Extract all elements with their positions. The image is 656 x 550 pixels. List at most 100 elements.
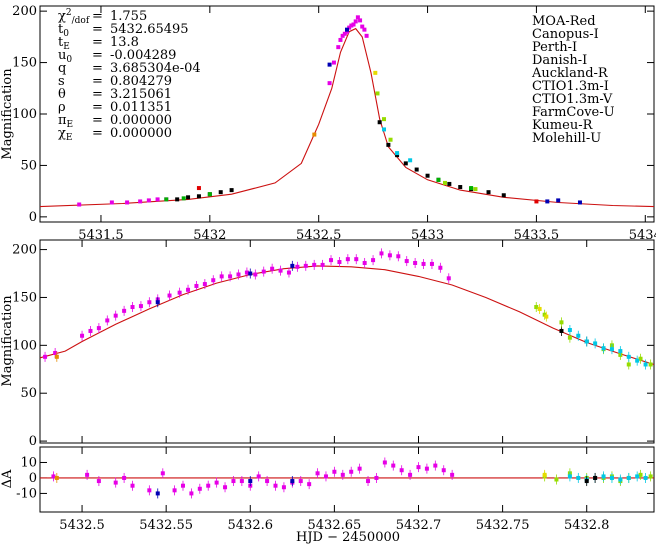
- data-point: [618, 477, 623, 482]
- data-point: [424, 466, 429, 471]
- data-point: [239, 479, 244, 484]
- x-tick-label: 5432.8: [564, 518, 610, 533]
- data-point: [387, 253, 392, 258]
- fit-parameter: ρ: [58, 100, 66, 115]
- data-point: [473, 187, 478, 192]
- data-point: [138, 199, 143, 204]
- data-point: [442, 180, 447, 185]
- middle-panel: Magnification 0 50 100 150 200: [0, 239, 655, 449]
- y-tick-label: 0: [29, 471, 37, 486]
- data-point: [219, 274, 224, 279]
- data-point: [648, 474, 653, 479]
- data-point: [105, 318, 110, 323]
- x-tick-label: 5432.6: [228, 518, 274, 533]
- data-point: [96, 326, 101, 331]
- data-point: [408, 158, 413, 163]
- data-point: [537, 306, 542, 311]
- fit-parameter: t0: [58, 22, 69, 39]
- legend-entry: Canopus-I: [532, 27, 599, 42]
- data-point: [534, 305, 539, 310]
- data-point: [53, 350, 58, 355]
- data-point: [554, 477, 559, 482]
- fit-parameter-value: 1.755: [110, 9, 147, 24]
- y-tick-label: 10: [20, 455, 37, 470]
- y-tick-label: 150: [12, 290, 37, 305]
- legend-entry: MOA-Red: [532, 14, 596, 29]
- data-point: [559, 328, 564, 333]
- data-point: [577, 200, 582, 205]
- x-tick-label: 5432.5: [59, 518, 105, 533]
- data-point: [395, 151, 400, 156]
- data-point: [312, 262, 317, 267]
- data-point: [391, 463, 396, 468]
- data-point: [357, 466, 362, 471]
- x-tick-label: 5432.5: [296, 228, 342, 243]
- data-point: [643, 475, 648, 480]
- data-point: [396, 254, 401, 259]
- plot-frame: [39, 446, 655, 513]
- data-point: [286, 270, 291, 275]
- y-tick-label: 200: [12, 243, 37, 258]
- data-point: [340, 472, 345, 477]
- fit-parameter-equals: =: [92, 22, 103, 37]
- data-point: [567, 335, 572, 340]
- data-point: [593, 475, 598, 480]
- data-point: [567, 328, 572, 333]
- fit-parameter: χ2/dof: [58, 8, 90, 26]
- data-point: [261, 269, 266, 274]
- data-point: [364, 33, 369, 38]
- data-point: [172, 488, 177, 493]
- y-tick-label: 150: [12, 56, 37, 71]
- data-point: [295, 264, 300, 269]
- data-point: [347, 25, 352, 30]
- data-point: [315, 471, 320, 476]
- fit-parameter-equals: =: [92, 74, 103, 89]
- fit-parameter-value: 5432.65495: [110, 22, 189, 37]
- data-point: [438, 265, 443, 270]
- data-point: [379, 251, 384, 256]
- data-point: [229, 188, 234, 193]
- data-point: [290, 263, 295, 268]
- data-point: [355, 15, 360, 20]
- x-tick-label: 5431.5: [78, 228, 124, 243]
- data-point: [436, 177, 441, 182]
- data-point: [403, 161, 408, 166]
- data-point: [386, 142, 391, 147]
- data-point: [130, 305, 135, 310]
- data-point: [626, 475, 631, 480]
- legend-entry: FarmCove-U: [532, 105, 615, 120]
- data-point: [399, 468, 404, 473]
- legend-entry: Perth-I: [532, 40, 577, 55]
- data-point: [351, 22, 356, 27]
- data-point: [155, 491, 160, 496]
- legend-entry: Kumeu-R: [532, 118, 594, 133]
- data-point: [155, 197, 160, 202]
- data-point: [96, 479, 101, 484]
- legend-entry: Molehill-U: [532, 131, 601, 146]
- data-point: [138, 304, 143, 309]
- data-point: [450, 472, 455, 477]
- data-point: [181, 196, 186, 201]
- fit-parameter-equals: =: [92, 113, 103, 128]
- data-point: [382, 127, 387, 132]
- data-point: [358, 18, 363, 23]
- data-point: [382, 117, 387, 122]
- data-point: [207, 192, 212, 197]
- fit-parameter-equals: =: [92, 87, 103, 102]
- data-point: [601, 474, 606, 479]
- y-tick-label: 0: [29, 210, 37, 225]
- x-tick-label: 5433.5: [514, 228, 560, 243]
- y-axis-label: Magnification: [0, 68, 15, 160]
- fit-parameter: tE: [58, 35, 70, 52]
- x-tick-label: 5434: [629, 228, 656, 243]
- x-axis-label: HJD − 2450000: [296, 530, 400, 545]
- data-point: [626, 362, 631, 367]
- legend-entry: Auckland-R: [531, 66, 609, 81]
- data-point: [214, 480, 219, 485]
- data-point: [374, 475, 379, 480]
- data-point: [109, 200, 114, 205]
- x-tick-label: 5432.55: [139, 518, 193, 533]
- data-point: [196, 186, 201, 191]
